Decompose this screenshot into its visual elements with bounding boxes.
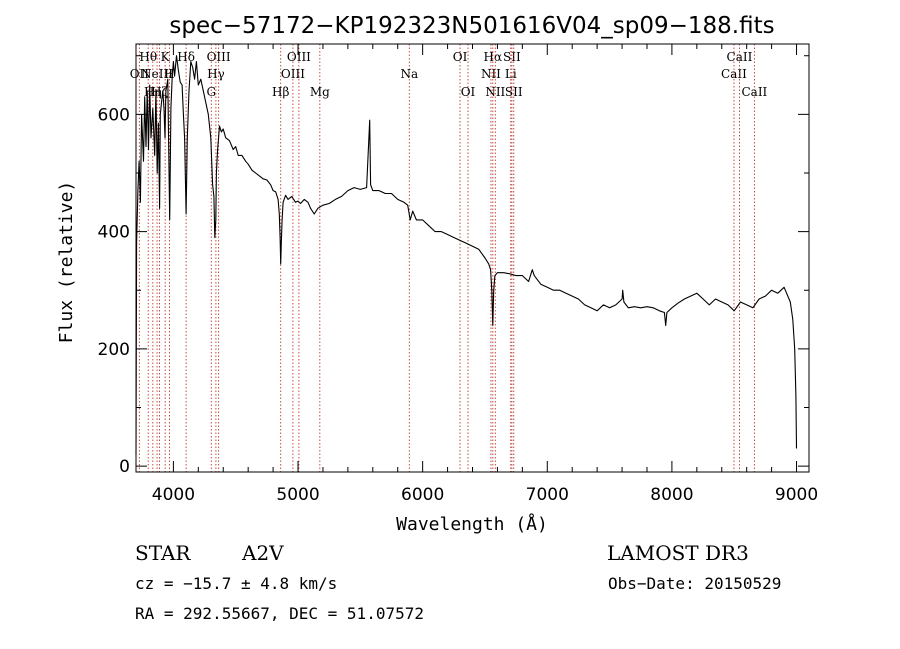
y-tick-label: 400 — [98, 223, 130, 243]
survey-name: LAMOST DR3 — [607, 541, 749, 565]
line-marker-label: OI — [453, 50, 468, 64]
x-tick-label: 5000 — [276, 485, 319, 505]
x-tick-label: 4000 — [152, 485, 195, 505]
line-marker-label: NeIII — [141, 67, 173, 81]
y-tick-label: 0 — [119, 457, 130, 477]
axis-ticks: 4000 5000 6000 7000 8000 9000 0 200 400 600 — [98, 44, 818, 505]
line-marker-label: SII — [503, 50, 521, 64]
line-marker-label: OII — [130, 67, 150, 81]
spectral-subclass: A2V — [241, 541, 284, 565]
line-marker-label: CaII — [721, 67, 747, 81]
line-marker-label: OIII — [207, 50, 231, 64]
line-marker-label: OI — [461, 85, 476, 99]
line-marker-label: NII — [481, 67, 501, 81]
line-marker-label: Hδ — [177, 50, 195, 64]
spectral-line-markers: OIIHθHηNeIIIHζKHHδGHγOIIIHβOIIIOIIIMgNaO… — [130, 44, 768, 472]
line-marker-label: G — [206, 85, 216, 99]
x-axis-label: Wavelength (Å) — [396, 513, 548, 535]
line-marker-label: Hγ — [207, 67, 225, 81]
line-marker-label: SII — [505, 85, 523, 99]
line-marker-label: CaII — [727, 50, 753, 64]
line-marker-label: Hβ — [272, 85, 289, 99]
redshift-velocity: cz = −15.7 ± 4.8 km/s — [135, 574, 337, 593]
line-marker-label: K — [161, 50, 171, 64]
y-tick-label: 200 — [98, 340, 130, 360]
x-tick-label: 9000 — [775, 485, 818, 505]
line-marker-label: H — [164, 67, 174, 81]
object-type: STAR — [135, 541, 191, 565]
y-axis-label: Flux (relative) — [56, 181, 77, 344]
line-marker-label: Li — [505, 67, 517, 81]
line-marker-label: OIII — [287, 50, 311, 64]
x-tick-label: 6000 — [401, 485, 444, 505]
line-marker-label: OIII — [281, 67, 305, 81]
x-tick-label: 7000 — [526, 485, 569, 505]
line-marker-label: NII — [485, 85, 505, 99]
line-marker-label: Mg — [310, 85, 330, 99]
line-marker-label: Hα — [484, 50, 503, 64]
x-tick-label: 8000 — [650, 485, 693, 505]
line-marker-label: Hη — [144, 85, 162, 99]
line-marker-label: Hθ — [139, 50, 157, 64]
plot-frame — [135, 43, 810, 473]
observation-date: Obs−Date: 20150529 — [608, 574, 781, 593]
line-marker-label: Na — [400, 67, 418, 81]
line-marker-label: CaII — [741, 85, 767, 99]
chart-title: spec−57172−KP192323N501616V04_sp09−188.f… — [169, 13, 774, 39]
y-tick-label: 600 — [98, 105, 130, 125]
spectrum-line — [135, 55, 798, 455]
coordinates: RA = 292.55667, DEC = 51.07572 — [135, 604, 424, 623]
